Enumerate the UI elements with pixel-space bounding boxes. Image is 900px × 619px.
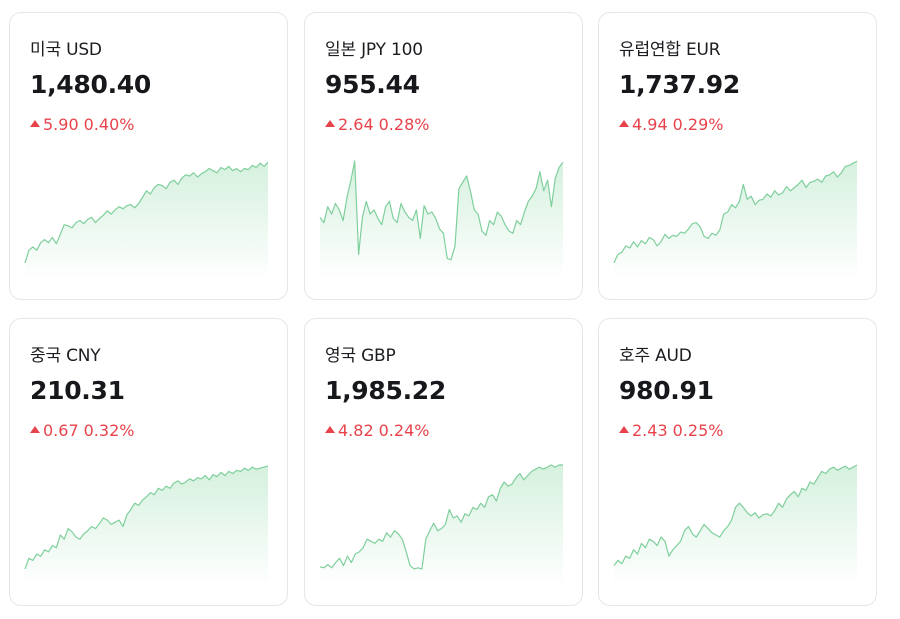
rate-card-gbp[interactable]: 영국 GBP 1,985.22 4.82 0.24%	[304, 318, 583, 606]
sparkline-line	[319, 464, 563, 570]
sparkline-line	[319, 160, 564, 261]
exchange-rate-value: 955.44	[325, 70, 420, 99]
rate-card-cny[interactable]: 중국 CNY 210.31 0.67 0.32%	[9, 318, 288, 606]
sparkline-area	[614, 465, 857, 581]
rate-change: 0.67 0.32%	[30, 421, 134, 440]
triangle-up-icon	[30, 120, 40, 127]
change-amount: 2.64	[338, 115, 374, 134]
rate-change: 2.43 0.25%	[619, 421, 723, 440]
sparkline-line	[24, 465, 269, 570]
change-percent: 0.28%	[378, 115, 430, 134]
rate-change: 4.82 0.24%	[325, 421, 429, 440]
sparkline-line	[613, 464, 858, 567]
exchange-rate-value: 1,985.22	[325, 376, 446, 405]
triangle-up-icon	[619, 120, 629, 127]
exchange-rate-value: 210.31	[30, 376, 125, 405]
rate-card-aud[interactable]: 호주 AUD 980.91 2.43 0.25%	[598, 318, 877, 606]
change-percent: 0.40%	[83, 115, 135, 134]
sparkline-chart	[319, 464, 563, 581]
rate-change: 4.94 0.29%	[619, 115, 723, 134]
rate-card-eur[interactable]: 유럽연합 EUR 1,737.92 4.94 0.29%	[598, 12, 877, 300]
change-amount: 2.43	[632, 421, 668, 440]
currency-name: 미국 USD	[30, 40, 102, 60]
sparkline-chart	[319, 160, 564, 275]
sparkline-line	[613, 160, 858, 264]
sparkline-area	[320, 465, 563, 581]
change-percent: 0.32%	[83, 421, 135, 440]
rate-change: 2.64 0.28%	[325, 115, 429, 134]
change-amount: 4.82	[338, 421, 374, 440]
sparkline-area	[614, 161, 857, 275]
change-amount: 5.90	[43, 115, 79, 134]
change-percent: 0.24%	[378, 421, 430, 440]
triangle-up-icon	[619, 426, 629, 433]
rate-change: 5.90 0.40%	[30, 115, 134, 134]
sparkline-chart	[613, 464, 858, 581]
triangle-up-icon	[325, 426, 335, 433]
change-amount: 4.94	[632, 115, 668, 134]
currency-name: 영국 GBP	[325, 346, 396, 366]
exchange-rate-value: 1,480.40	[30, 70, 151, 99]
change-amount: 0.67	[43, 421, 79, 440]
currency-name: 일본 JPY 100	[325, 40, 423, 60]
sparkline-area	[25, 466, 268, 581]
triangle-up-icon	[30, 426, 40, 433]
change-percent: 0.29%	[672, 115, 724, 134]
sparkline-chart	[613, 160, 858, 275]
sparkline-area	[25, 162, 268, 275]
rate-card-jpy[interactable]: 일본 JPY 100 955.44 2.64 0.28%	[304, 12, 583, 300]
rate-card-usd[interactable]: 미국 USD 1,480.40 5.90 0.40%	[9, 12, 288, 300]
currency-name: 호주 AUD	[619, 346, 692, 366]
sparkline-chart	[24, 465, 269, 581]
sparkline-line	[24, 161, 269, 264]
exchange-rate-value: 980.91	[619, 376, 714, 405]
currency-name: 유럽연합 EUR	[619, 40, 721, 60]
currency-name: 중국 CNY	[30, 346, 101, 366]
exchange-rate-value: 1,737.92	[619, 70, 740, 99]
change-percent: 0.25%	[672, 421, 724, 440]
triangle-up-icon	[325, 120, 335, 127]
sparkline-area	[320, 161, 563, 275]
sparkline-chart	[24, 161, 269, 275]
